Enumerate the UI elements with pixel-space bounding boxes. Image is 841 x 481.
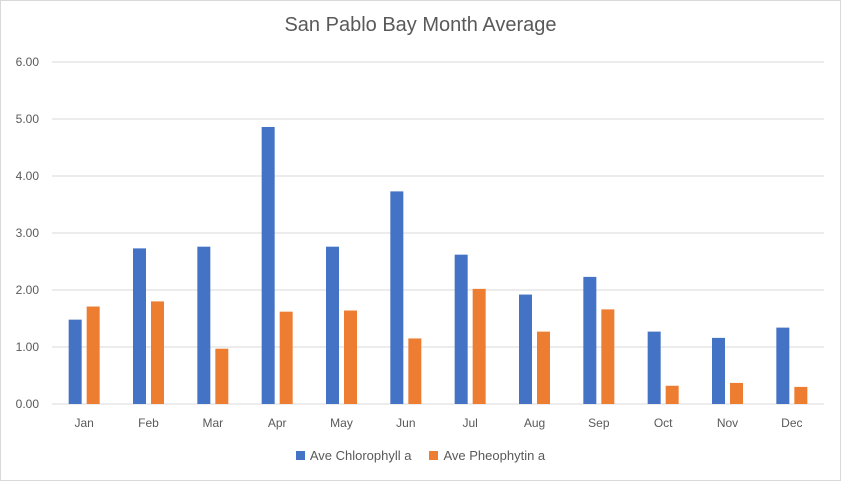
legend-item-chlorophyll: Ave Chlorophyll a [295,448,412,463]
bar-pheophytin [344,310,357,404]
legend-swatch-pheophytin [429,451,439,460]
legend: Ave Chlorophyll a Ave Pheophytin a [0,448,841,463]
bar-chlorophyll [68,319,82,404]
bar-chlorophyll [326,246,339,404]
bar-pheophytin [665,385,679,404]
bar-pheophytin [215,348,229,404]
x-tick-label: Mar [202,416,223,430]
y-tick-label: 3.00 [16,226,40,240]
y-tick-label: 2.00 [16,283,40,297]
bar-pheophytin [601,309,615,404]
y-tick-label: 6.00 [16,55,40,69]
bar-pheophytin [151,301,164,404]
x-tick-label: Sep [588,416,610,430]
bar-pheophytin [794,386,808,404]
x-tick-label: Jan [74,416,93,430]
x-tick-label: Jul [462,416,477,430]
y-tick-label: 5.00 [16,112,40,126]
bar-chlorophyll [647,331,661,404]
y-tick-label: 4.00 [16,169,40,183]
x-tick-label: Aug [524,416,545,430]
legend-label-chlorophyll: Ave Chlorophyll a [309,448,412,463]
y-tick-label: 0.00 [16,397,40,411]
x-tick-label: May [330,416,353,430]
bar-pheophytin [537,331,550,404]
legend-item-pheophytin: Ave Pheophytin a [429,448,545,463]
x-tick-label: Nov [717,416,738,430]
x-tick-label: Feb [138,416,159,430]
bar-chlorophyll [390,191,404,404]
bar-chlorophyll [261,126,275,404]
x-tick-label: Jun [396,416,415,430]
bar-chlorophyll [519,294,532,404]
x-tick-label: Oct [654,416,673,430]
bar-chlorophyll [197,246,211,404]
bar-chlorophyll [712,337,725,404]
bar-pheophytin [730,382,743,404]
bar-chlorophyll [133,248,146,404]
y-tick-label: 1.00 [16,340,40,354]
bar-pheophytin [472,288,486,404]
chart-title: San Pablo Bay Month Average [284,14,557,36]
bar-pheophytin [86,306,100,404]
legend-label-pheophytin: Ave Pheophytin a [443,448,546,463]
bar-pheophytin [279,311,293,404]
x-tick-label: Dec [781,416,802,430]
bar-chlorophyll [454,254,468,404]
bar-chlorophyll [583,276,597,404]
legend-swatch-chlorophyll [295,451,305,460]
bar-chlorophyll [776,327,790,404]
bar-pheophytin [408,338,422,404]
x-tick-label: Apr [268,416,287,430]
